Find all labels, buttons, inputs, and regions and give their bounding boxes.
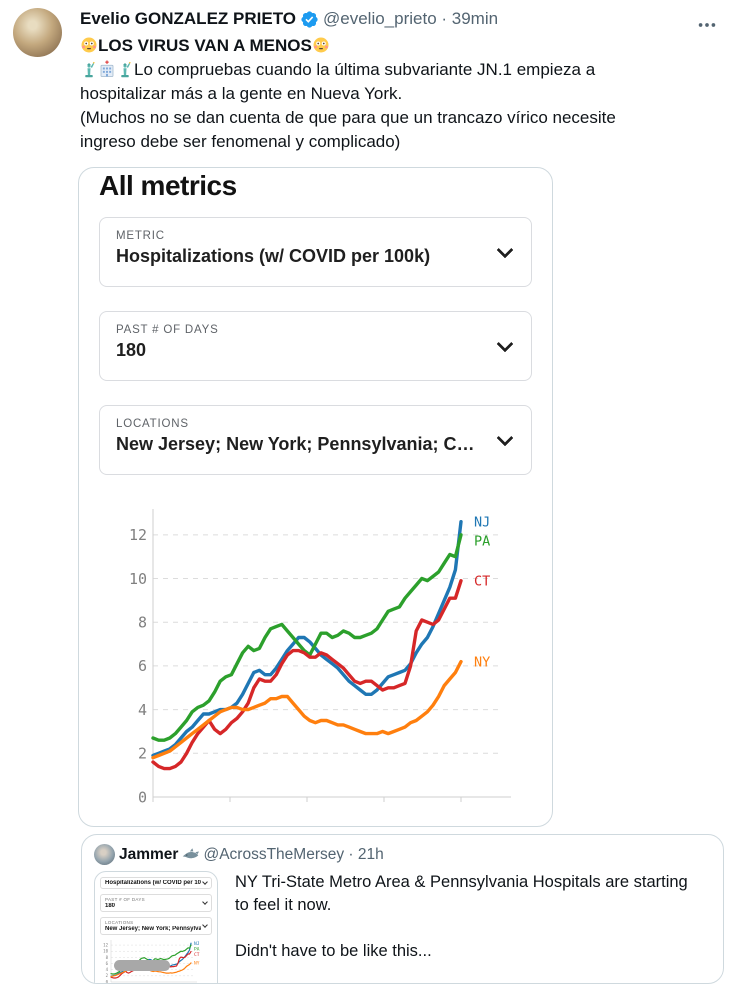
chevron-down-icon: [496, 429, 514, 447]
metric-select-label: METRIC: [116, 230, 165, 242]
svg-text:6: 6: [138, 657, 147, 675]
svg-text:CT: CT: [474, 573, 490, 589]
thumb-locations-select: LOCATIONS New Jersey; New York; Pennsylv…: [100, 917, 212, 935]
dashboard-title: All metrics: [99, 170, 237, 201]
quote-text-2: Didn't have to be like this...: [235, 942, 432, 960]
quote-text: NY Tri-State Metro Area & Pennsylvania H…: [235, 871, 695, 983]
tweet-line1: LOS VIRUS VAN A MENOS: [98, 36, 312, 55]
svg-text:2: 2: [138, 745, 147, 763]
hospital-icon: [100, 60, 114, 77]
chevron-down-icon: [202, 922, 208, 928]
flushed-face-icon: [81, 37, 97, 53]
thumb-days-value: 180: [105, 903, 116, 909]
ellipsis-icon: [698, 23, 716, 27]
svg-text:NY: NY: [194, 960, 200, 966]
tweet-line2: Lo compruebas cuando la última subvarian…: [80, 60, 596, 103]
tweet-text: LOS VIRUS VAN A MENOS Lo compruebas cuan…: [80, 34, 672, 154]
days-select-label: PAST # OF DAYS: [116, 324, 219, 336]
locations-select-label: LOCATIONS: [116, 418, 189, 430]
thumb-days-select: PAST # OF DAYS 180: [100, 894, 212, 912]
chevron-down-icon: [202, 879, 208, 885]
thumb-locations-value: New Jersey; New York; Pennsylvania; C...: [105, 926, 201, 932]
locations-select[interactable]: LOCATIONS New Jersey; New York; Pennsylv…: [99, 405, 532, 475]
media-card[interactable]: All metrics METRIC Hospitalizations (w/ …: [78, 167, 553, 827]
thumb-locations-label: LOCATIONS: [105, 920, 134, 925]
chevron-down-icon: [202, 899, 208, 905]
svg-text:CT: CT: [194, 952, 200, 958]
quote-card[interactable]: Jammer @AcrossTheMersey · 21h Hospitaliz…: [81, 834, 724, 984]
chevron-down-icon: [496, 335, 514, 353]
svg-text:12: 12: [103, 942, 108, 947]
svg-text:PA: PA: [474, 533, 490, 549]
svg-text:0: 0: [106, 979, 109, 984]
quote-thumbnail[interactable]: Hospitalizations (w/ COVID per 100k) PAS…: [94, 871, 218, 984]
thumb-days-label: PAST # OF DAYS: [105, 897, 145, 902]
author-handle-time[interactable]: @evelio_prieto · 39min: [323, 9, 499, 28]
thumb-metric-value: Hospitalizations (w/ COVID per 100k): [105, 880, 201, 886]
metric-select-value: Hospitalizations (w/ COVID per 100k): [116, 246, 431, 266]
author-name[interactable]: Evelio GONZALEZ PRIETO: [80, 9, 296, 28]
svg-text:12: 12: [129, 526, 147, 544]
svg-text:NJ: NJ: [194, 941, 200, 947]
tweet-line3: (Muchos no se dan cuenta de que para que…: [80, 108, 616, 151]
shark-icon: [183, 848, 200, 859]
flushed-face-icon: [313, 37, 329, 53]
quote-author-name[interactable]: Jammer: [119, 845, 179, 863]
chevron-down-icon: [496, 241, 514, 259]
svg-text:0: 0: [138, 788, 147, 806]
svg-text:NY: NY: [474, 654, 490, 670]
svg-text:PA: PA: [194, 946, 200, 952]
days-select[interactable]: PAST # OF DAYS 180: [99, 311, 532, 381]
statue-of-liberty-icon: [85, 61, 95, 78]
thumb-metric-select: Hospitalizations (w/ COVID per 100k): [100, 877, 212, 889]
svg-text:4: 4: [138, 701, 147, 719]
svg-text:6: 6: [106, 961, 109, 966]
quote-text-1: NY Tri-State Metro Area & Pennsylvania H…: [235, 873, 688, 914]
svg-text:4: 4: [106, 967, 109, 972]
statue-of-liberty-icon: [121, 61, 131, 78]
svg-text:10: 10: [129, 570, 147, 588]
svg-text:8: 8: [106, 955, 109, 960]
quote-handle-time[interactable]: @AcrossTheMersey · 21h: [203, 845, 384, 863]
hospitalizations-chart: 0 2 4 6 8 10 12 NJ PA CT NY: [129, 509, 511, 806]
svg-text:8: 8: [138, 613, 147, 631]
quote-avatar[interactable]: [94, 844, 115, 865]
metric-select[interactable]: METRIC Hospitalizations (w/ COVID per 10…: [99, 217, 532, 287]
avatar[interactable]: [13, 8, 62, 57]
svg-text:NJ: NJ: [474, 514, 490, 530]
days-select-value: 180: [116, 340, 147, 360]
locations-select-value: New Jersey; New York; Pennsylvania; C…: [116, 434, 475, 454]
svg-text:10: 10: [103, 949, 108, 954]
more-button[interactable]: [696, 14, 718, 36]
verified-badge-icon: [301, 10, 318, 28]
